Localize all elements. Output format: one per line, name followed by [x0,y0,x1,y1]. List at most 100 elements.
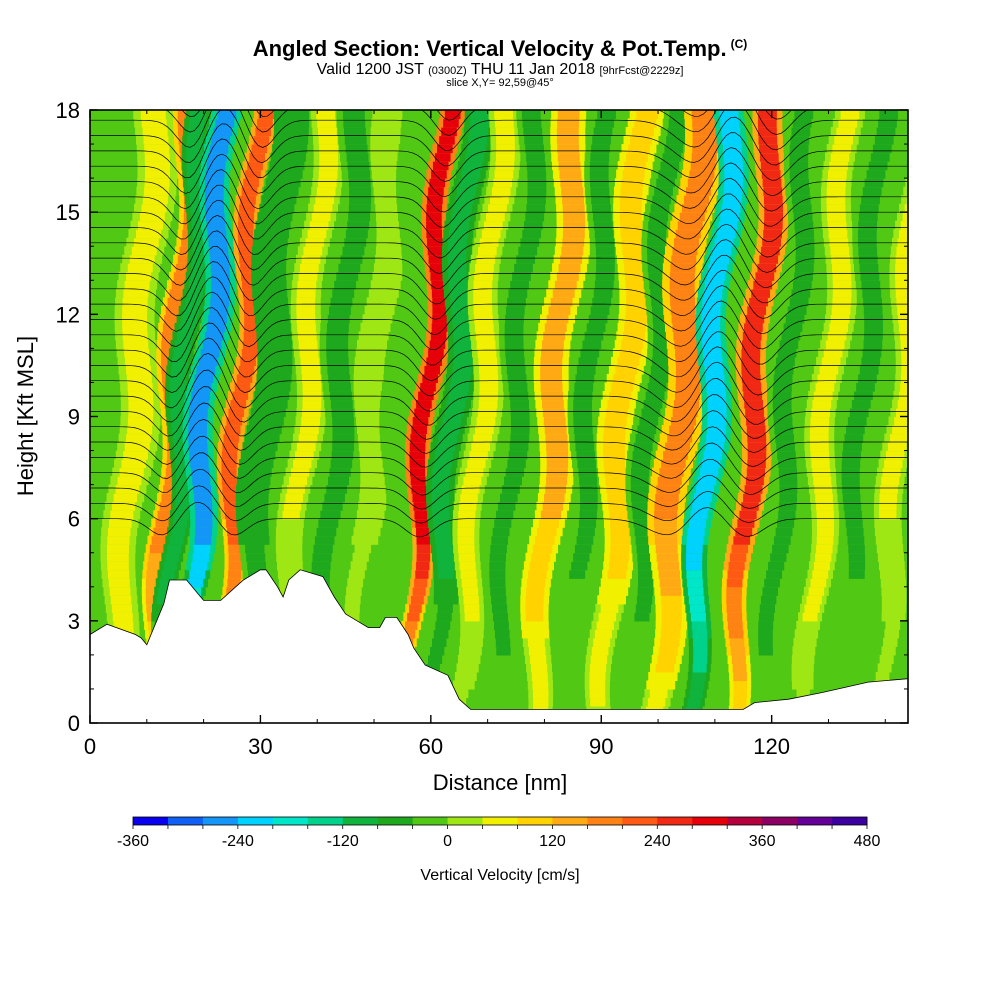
velocity-cell [899,322,908,332]
velocity-cell [648,271,668,281]
velocity-cell [244,467,266,477]
velocity-cell [464,637,479,647]
terrain-outline [89,569,909,710]
velocity-cell [607,399,630,409]
velocity-cell [110,510,134,520]
velocity-cell [338,263,361,273]
velocity-cell [857,229,877,239]
velocity-cell [837,637,852,647]
velocity-cell [626,297,648,307]
velocity-cell [552,288,575,298]
velocity-cell [416,527,431,537]
velocity-cell [439,135,455,145]
velocity-cell [526,586,545,596]
velocity-cell [764,203,784,213]
velocity-cell [623,663,637,673]
velocity-cell [170,373,186,384]
velocity-cell [686,561,703,571]
velocity-cell [496,144,515,154]
velocity-cell [447,254,467,264]
colorbar-swatch [482,817,518,825]
velocity-cell [720,212,740,222]
theta-contour [90,386,908,440]
velocity-cell [441,127,457,137]
velocity-cell [403,629,416,639]
velocity-cell [167,544,182,554]
velocity-cell [260,305,283,315]
velocity-cell [533,697,549,707]
velocity-cell [315,195,335,205]
velocity-cell [690,612,706,622]
velocity-cell [426,229,443,239]
velocity-cell [918,110,937,119]
velocity-cell [165,305,182,315]
velocity-cell [651,297,670,307]
velocity-cell [478,399,498,409]
velocity-cell [635,603,652,613]
velocity-cell [595,237,615,247]
velocity-cell [604,416,627,426]
velocity-cell [345,229,368,239]
velocity-cell [590,152,610,162]
velocity-cell [619,680,634,690]
velocity-cell [635,535,653,545]
velocity-cell [348,178,371,188]
velocity-cell [830,671,844,682]
velocity-cell [332,416,355,426]
velocity-cell [347,161,370,171]
velocity-cell [431,169,447,179]
velocity-cell [686,535,704,545]
velocity-cell [609,390,632,401]
velocity-cell [204,195,224,205]
velocity-cell [704,365,724,375]
velocity-cell [791,288,811,298]
velocity-cell [188,416,208,426]
velocity-cell [432,305,449,315]
velocity-cell [348,569,365,579]
velocity-cell [258,288,281,298]
velocity-cell [144,169,170,179]
velocity-cell [263,373,285,384]
velocity-cell [895,288,908,298]
velocity-cell [191,390,210,401]
velocity-cell [186,161,203,171]
velocity-cell [733,680,748,690]
velocity-cell [232,390,249,401]
velocity-cell [689,603,706,613]
velocity-cell [432,297,448,307]
velocity-cell [262,220,285,230]
velocity-cell [440,425,460,435]
velocity-cell [113,620,134,630]
velocity-cell [527,178,547,188]
velocity-cell [903,186,908,196]
velocity-cell [848,561,866,571]
velocity-cell [410,433,427,443]
velocity-cell [249,442,271,452]
velocity-cell [561,680,576,690]
velocity-cell [344,237,367,247]
velocity-cell [388,544,406,554]
velocity-cell [489,552,506,562]
velocity-cell [660,161,680,171]
velocity-cell [186,152,202,162]
velocity-cell [376,127,396,137]
velocity-cell [500,493,518,503]
velocity-cell [796,646,812,656]
velocity-cell [900,339,908,349]
velocity-cell [652,305,671,315]
velocity-cell [246,552,266,562]
velocity-cell [603,459,626,469]
velocity-cell [455,195,474,205]
velocity-cell [730,646,746,656]
velocity-cell [342,246,365,256]
velocity-cell [625,271,647,281]
velocity-cell [758,135,778,145]
velocity-cell [541,399,564,409]
velocity-cell [387,382,407,392]
velocity-cell [192,254,208,264]
velocity-cell [827,178,846,188]
velocity-cell [622,246,645,256]
velocity-cell [527,186,547,196]
y-tick-label: 9 [68,405,80,430]
velocity-cell [758,646,773,656]
